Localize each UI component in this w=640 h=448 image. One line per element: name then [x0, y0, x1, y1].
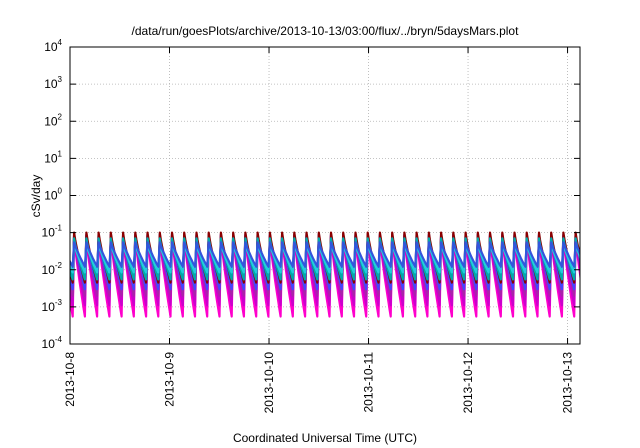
- y-tick-label: 104: [44, 38, 62, 54]
- y-tick-label: 10-3: [42, 298, 63, 314]
- y-tick-label: 103: [44, 75, 62, 91]
- series-line-8: [70, 241, 580, 268]
- x-axis-label: Coordinated Universal Time (UTC): [233, 431, 417, 445]
- x-tick-label: 2013-10-8: [63, 352, 77, 407]
- x-tick-label: 2013-10-11: [362, 352, 376, 413]
- y-tick-label: 10-4: [42, 335, 63, 351]
- y-tick-label: 100: [44, 187, 62, 203]
- y-tick-label: 101: [44, 149, 62, 165]
- x-tick-label: 2013-10-12: [461, 352, 475, 414]
- series-group: [70, 231, 580, 318]
- axis-ticks: 10-4 10-3 10-2 10-1 100 101 102 103 104 2013-10-8…: [42, 38, 580, 413]
- y-tick-label: 10-1: [42, 224, 63, 240]
- y-tick-label: 10-2: [42, 261, 63, 277]
- x-tick-label: 2013-10-10: [262, 352, 276, 414]
- chart-title: /data/run/goesPlots/archive/2013-10-13/0…: [132, 24, 520, 38]
- y-axis-label: cSv/day: [29, 175, 43, 218]
- x-tick-label: 2013-10-13: [561, 352, 575, 414]
- x-tick-label: 2013-10-9: [163, 352, 177, 407]
- y-tick-label: 102: [44, 112, 62, 128]
